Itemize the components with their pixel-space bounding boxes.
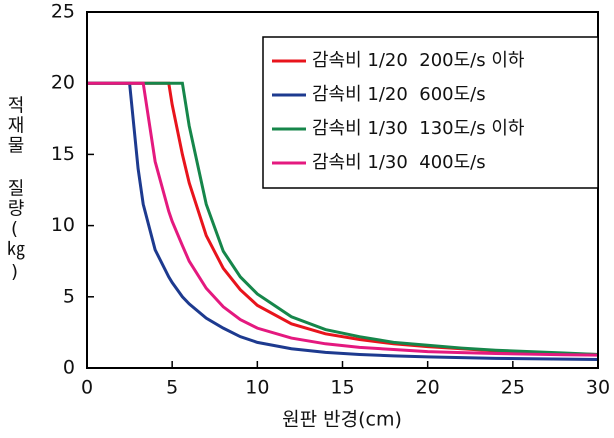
y-tick-label: 15	[51, 143, 75, 165]
x-tick-label: 5	[166, 377, 178, 399]
y-tick-label: 0	[63, 357, 75, 379]
legend-label: 감속비 1/20 200도/s 이하	[312, 50, 525, 71]
x-tick-label: 20	[416, 377, 440, 399]
series-line	[87, 81, 599, 357]
legend-box	[262, 36, 599, 189]
y-tick-label: 25	[51, 1, 75, 23]
plot-frame	[86, 11, 599, 369]
legend-label: 감속비 1/30 400도/s	[312, 152, 486, 173]
x-tick-label: 10	[245, 377, 269, 399]
legend-label: 감속비 1/30 130도/s 이하	[312, 118, 525, 139]
y-tick-label: 20	[51, 72, 75, 94]
x-tick-label: 0	[81, 377, 93, 399]
legend-label: 감속비 1/20 600도/s	[312, 84, 486, 105]
series-line	[87, 81, 599, 361]
x-tick-label: 30	[586, 377, 610, 399]
x-tick-label: 25	[501, 377, 525, 399]
x-axis-label: 원판 반경(cm)	[282, 409, 402, 431]
x-tick-label: 15	[330, 377, 354, 399]
y-tick-label: 5	[63, 285, 75, 307]
y-tick-label: 10	[51, 214, 75, 236]
series-line	[87, 81, 599, 356]
y-axis-label: 적재물 질량(㎏)	[4, 95, 25, 284]
